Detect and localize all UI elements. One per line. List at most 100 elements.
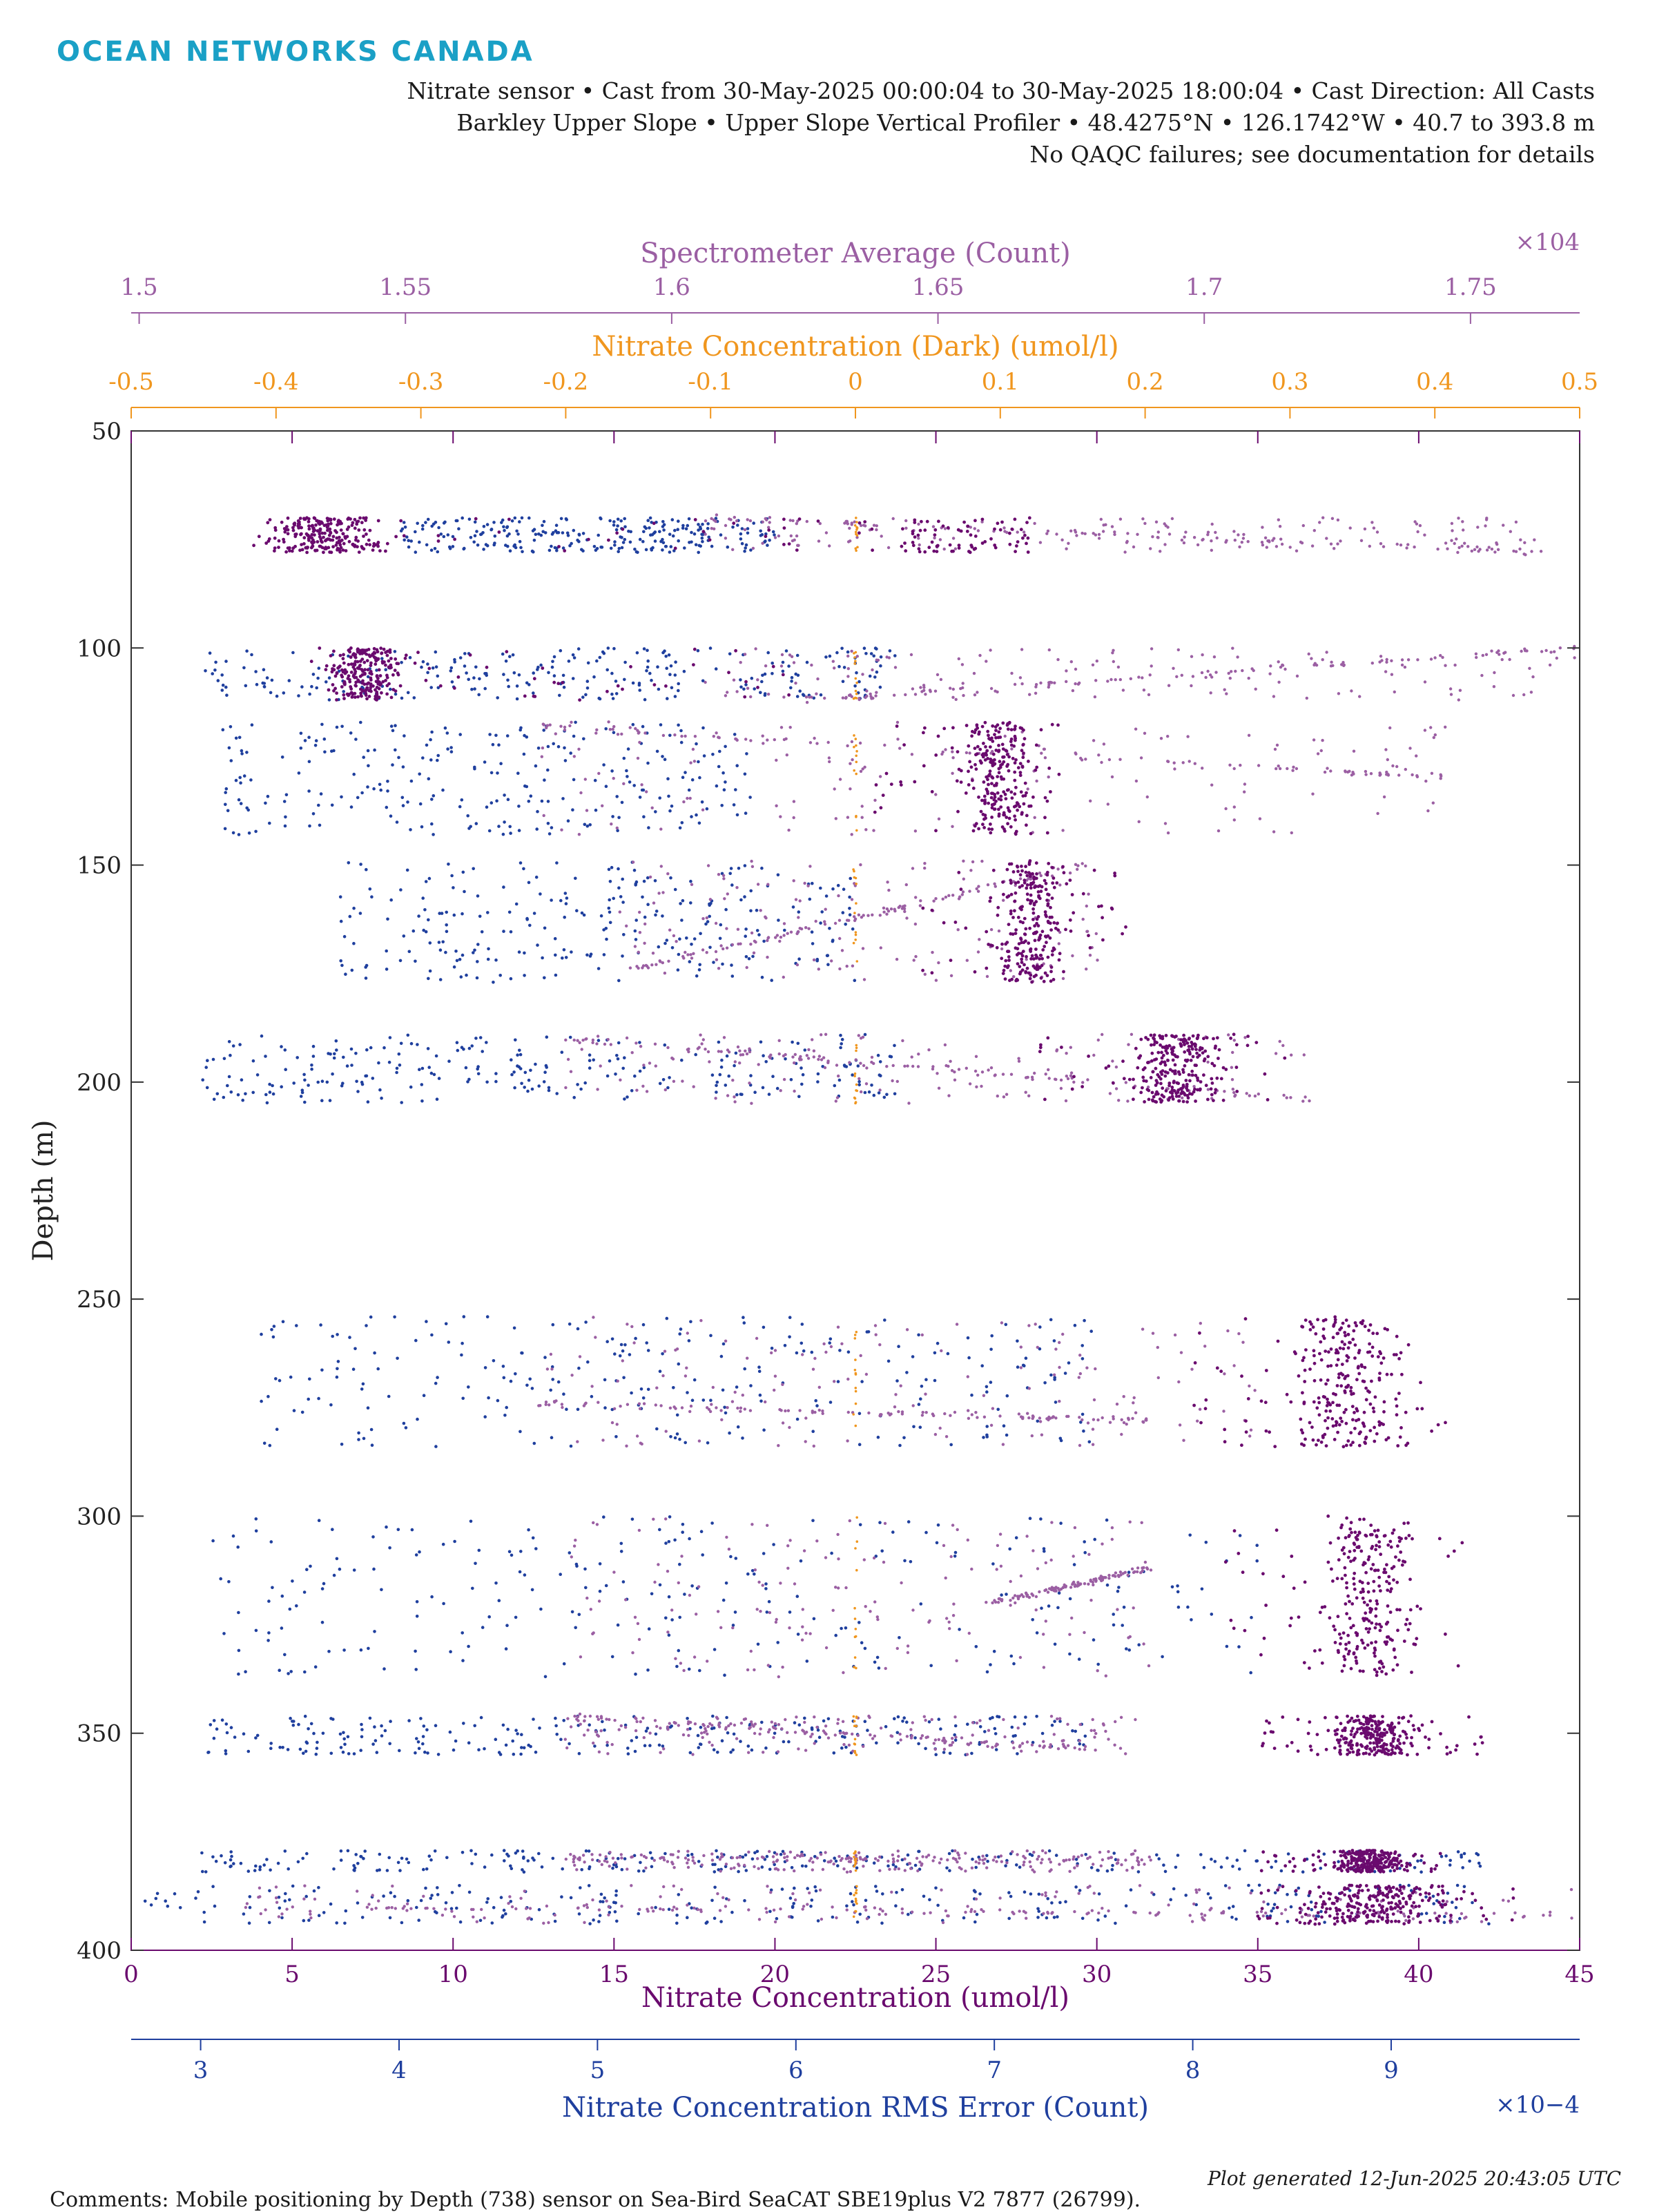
- nitrate-point: [1341, 1321, 1345, 1325]
- rms-error-point: [655, 1427, 659, 1431]
- rms-error-point: [449, 669, 453, 673]
- nitrate-point: [1194, 1048, 1198, 1051]
- rms-error-point: [406, 691, 410, 695]
- spectrometer-point: [1040, 1433, 1044, 1436]
- rms-error-point: [452, 913, 456, 917]
- spectrometer-point: [807, 1048, 811, 1052]
- spectrometer-point: [1056, 657, 1060, 662]
- rms-error-point: [665, 939, 669, 942]
- rms-error-point: [342, 1055, 345, 1059]
- spectrometer-point: [950, 1069, 954, 1073]
- rms-error-point: [838, 1349, 842, 1352]
- rms-error-point: [762, 1428, 766, 1432]
- spectrometer-point: [1339, 539, 1342, 543]
- nitrate-point: [1051, 866, 1054, 869]
- spectrometer-point: [1310, 544, 1315, 548]
- rms-error-point: [555, 548, 559, 552]
- spectrometer-point: [701, 1038, 705, 1041]
- nitrate-point: [923, 726, 927, 730]
- nitrate-point: [1081, 892, 1085, 896]
- rms-error-point: [597, 533, 600, 537]
- spectrometer-point: [804, 695, 808, 699]
- nitrate-point: [340, 685, 344, 689]
- rms-error-point: [628, 1353, 632, 1356]
- spectrometer-point: [858, 741, 862, 745]
- rms-error-point: [638, 537, 642, 541]
- rms-error-point: [418, 802, 423, 806]
- nitrate-point: [983, 540, 987, 544]
- spectrometer-point: [1307, 652, 1310, 656]
- spectrometer-point: [1333, 547, 1336, 550]
- spectrometer-point: [1210, 548, 1214, 552]
- spectrometer-point: [1065, 1052, 1068, 1055]
- spectrometer-point: [937, 961, 940, 965]
- rms-error-point: [522, 867, 525, 871]
- rms-error-point: [236, 1545, 240, 1549]
- nitrate-point: [1176, 1090, 1180, 1095]
- nitrate-point: [1020, 765, 1025, 769]
- spectrometer-point: [1081, 1081, 1085, 1084]
- nitrate-point: [1312, 1378, 1317, 1383]
- nitrate-point: [335, 536, 339, 540]
- nitrate-point: [1045, 974, 1049, 977]
- spectrometer-point: [777, 1039, 781, 1043]
- rms-error-point: [429, 1071, 434, 1075]
- spectrometer-point: [1059, 1086, 1063, 1090]
- rms-error-point: [604, 727, 608, 731]
- spectrometer-point: [818, 521, 822, 526]
- rms-error-point: [679, 740, 684, 744]
- spectrometer-point: [847, 919, 851, 923]
- spectrometer-point: [899, 1384, 902, 1387]
- rms-error-point: [467, 1644, 470, 1648]
- rms-error-point: [783, 928, 786, 932]
- rms-error-point: [819, 921, 822, 925]
- nitrate-point: [318, 544, 322, 548]
- spectrometer-point: [720, 1418, 724, 1421]
- spectrometer-point: [793, 1061, 796, 1065]
- rms-error-point: [717, 764, 721, 769]
- spectrometer-point: [542, 814, 545, 818]
- spectrometer-point: [1027, 1416, 1031, 1420]
- nitrate-point: [1335, 1403, 1339, 1407]
- rms-error-point: [486, 911, 490, 914]
- rms-error-point: [532, 671, 535, 675]
- spectrometer-point: [904, 693, 907, 697]
- rms-error-point: [758, 1393, 762, 1397]
- spectrometer-point: [967, 1416, 971, 1420]
- spectrometer-point: [1201, 653, 1204, 657]
- rms-error-point: [760, 680, 764, 684]
- nitrate-point: [1373, 1439, 1377, 1443]
- spectrometer-point: [1047, 685, 1051, 689]
- rms-error-point: [695, 813, 698, 817]
- rms-error-point: [585, 824, 590, 828]
- spectrometer-point: [1086, 1078, 1089, 1081]
- spectrometer-point: [911, 1064, 915, 1068]
- spectrometer-point: [1518, 547, 1522, 551]
- nitrate-point: [994, 546, 998, 550]
- spectrometer-point: [904, 883, 909, 887]
- rms-error-point: [403, 526, 407, 529]
- spectrometer-point: [907, 1102, 911, 1105]
- nitrate-point: [1104, 1066, 1108, 1070]
- nitrate-point: [1160, 1050, 1163, 1055]
- rms-error-point: [307, 1084, 310, 1087]
- rms-error-point: [222, 1095, 226, 1099]
- spectrometer-point: [1444, 664, 1447, 667]
- spectrometer-point: [1190, 655, 1194, 658]
- nitrate-point: [911, 532, 915, 536]
- spectrometer-point: [1043, 756, 1047, 760]
- rms-error-point: [644, 548, 648, 552]
- rms-error-point: [862, 646, 866, 650]
- nitrate-point: [376, 519, 380, 523]
- rms-error-point: [430, 1333, 434, 1337]
- spectrometer-point: [1190, 684, 1193, 688]
- spectrometer-point: [1061, 829, 1065, 832]
- spectrometer-point: [913, 829, 918, 833]
- spectrometer-point: [1476, 526, 1480, 529]
- rms-error-point: [386, 917, 389, 921]
- rms-error-point: [348, 1336, 351, 1339]
- spectrometer-point: [1286, 767, 1289, 771]
- spectrometer-point: [951, 695, 955, 699]
- rms-error-point: [283, 824, 287, 828]
- rms-error-point: [613, 1352, 617, 1356]
